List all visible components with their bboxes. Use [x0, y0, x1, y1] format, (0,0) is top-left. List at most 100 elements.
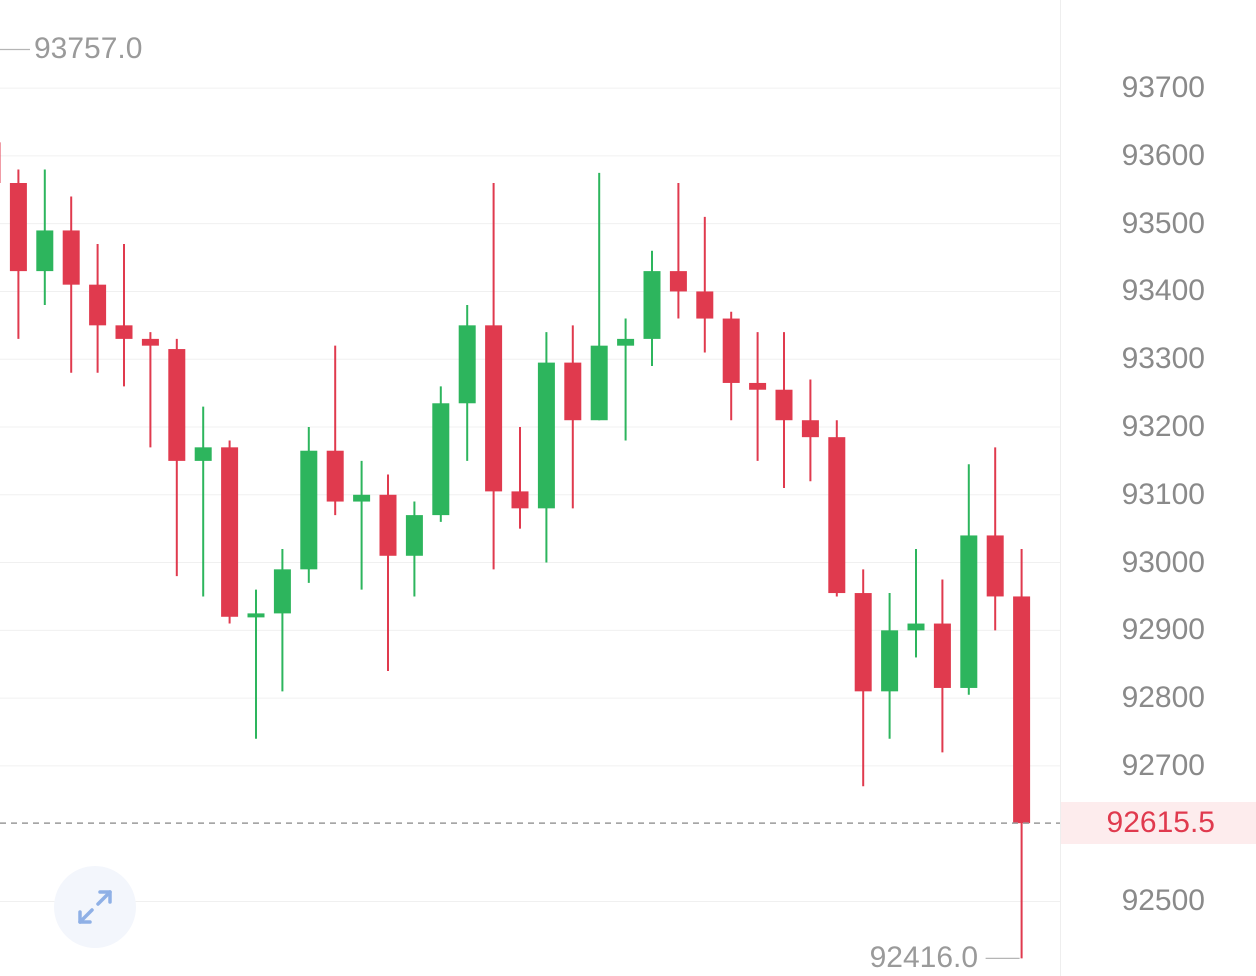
- candles: [0, 142, 1031, 959]
- candle: [326, 345, 344, 516]
- candle: [1013, 549, 1031, 959]
- candle-body: [1013, 596, 1031, 824]
- candle-body: [960, 535, 978, 688]
- candle: [537, 332, 555, 563]
- candle: [564, 325, 582, 509]
- candle: [353, 460, 371, 590]
- candle: [960, 464, 978, 695]
- candle-body: [168, 349, 186, 461]
- candle-body: [881, 630, 899, 692]
- candle-body: [432, 403, 450, 516]
- candle: [881, 593, 899, 739]
- candle: [247, 589, 265, 739]
- candle-body: [379, 494, 397, 556]
- grid-lines: [0, 87, 1256, 902]
- candle-body: [353, 494, 371, 502]
- candle-body: [643, 271, 661, 339]
- candle: [854, 569, 872, 787]
- y-tick-label: 92900: [1121, 613, 1205, 647]
- candle-body: [986, 535, 1004, 597]
- candle: [722, 311, 740, 421]
- y-tick-label: 93400: [1121, 274, 1205, 308]
- candle: [194, 406, 212, 597]
- candle: [643, 250, 661, 366]
- candle-body: [485, 325, 503, 492]
- candle-body: [933, 623, 951, 688]
- candle: [828, 420, 846, 597]
- candle-body: [854, 593, 872, 692]
- candle-body: [617, 338, 635, 346]
- candle: [775, 332, 793, 488]
- candle: [669, 183, 687, 319]
- y-tick-label: 92700: [1121, 748, 1205, 782]
- candle: [405, 501, 423, 597]
- candle-body: [775, 389, 793, 421]
- candle: [89, 244, 107, 373]
- y-tick-label: 93200: [1121, 410, 1205, 443]
- candle-body: [221, 447, 239, 617]
- y-tick-label: 93300: [1121, 342, 1205, 376]
- candle-body: [89, 284, 107, 326]
- candle-body: [405, 515, 423, 556]
- candle-body: [9, 183, 27, 272]
- candle: [986, 447, 1004, 631]
- candle-body: [62, 230, 80, 285]
- candle-body: [696, 291, 714, 319]
- candle: [933, 579, 951, 753]
- fullscreen-button[interactable]: [54, 866, 136, 948]
- candle: [0, 142, 1, 183]
- candle: [907, 549, 925, 658]
- candle-body: [247, 613, 265, 618]
- candle: [801, 379, 819, 482]
- last-price-label: 92615.5: [1106, 806, 1215, 840]
- candle-body: [0, 142, 1, 183]
- candle-body: [141, 338, 159, 346]
- candle-body: [590, 345, 608, 421]
- candle-body: [907, 623, 925, 631]
- candle-body: [511, 491, 529, 509]
- candle: [115, 244, 133, 387]
- candle-body: [194, 447, 212, 461]
- high-price-label: 93757.0: [34, 32, 143, 66]
- y-tick-label: 93500: [1121, 206, 1205, 240]
- candle: [749, 332, 767, 461]
- candle-body: [36, 230, 54, 272]
- candle-body: [326, 450, 344, 502]
- last-price-tag: 92615.5: [1060, 802, 1256, 845]
- candle-body: [458, 325, 476, 404]
- candle: [221, 440, 239, 624]
- candle: [36, 169, 54, 305]
- y-tick-label: 93100: [1121, 477, 1205, 511]
- candle: [141, 332, 159, 448]
- y-tick-label: 92500: [1121, 884, 1205, 918]
- candle-body: [801, 420, 819, 438]
- candle: [9, 169, 27, 339]
- candle: [485, 183, 503, 570]
- candle-body: [273, 569, 291, 614]
- candle: [696, 216, 714, 353]
- candle-body: [564, 362, 582, 421]
- candle-body: [115, 325, 133, 339]
- y-tick-label: 93000: [1121, 545, 1205, 579]
- candle: [511, 427, 529, 529]
- candle: [168, 338, 186, 577]
- candle-body: [722, 318, 740, 383]
- candle-body: [537, 362, 555, 509]
- candle-body: [828, 437, 846, 594]
- candle: [300, 427, 318, 583]
- price-overlay: [0, 48, 1060, 959]
- candle: [273, 549, 291, 692]
- y-tick-label: 93600: [1121, 138, 1205, 172]
- candle-body: [749, 382, 767, 390]
- y-tick-label: 92800: [1121, 681, 1205, 715]
- candle: [617, 318, 635, 441]
- low-price-label: 92416.0: [869, 941, 979, 975]
- candle: [62, 196, 80, 373]
- expand-icon: [78, 890, 112, 924]
- candle-body: [669, 271, 687, 292]
- candle: [590, 172, 608, 421]
- candle: [458, 305, 476, 461]
- candle: [432, 386, 450, 522]
- candle-body: [300, 450, 318, 570]
